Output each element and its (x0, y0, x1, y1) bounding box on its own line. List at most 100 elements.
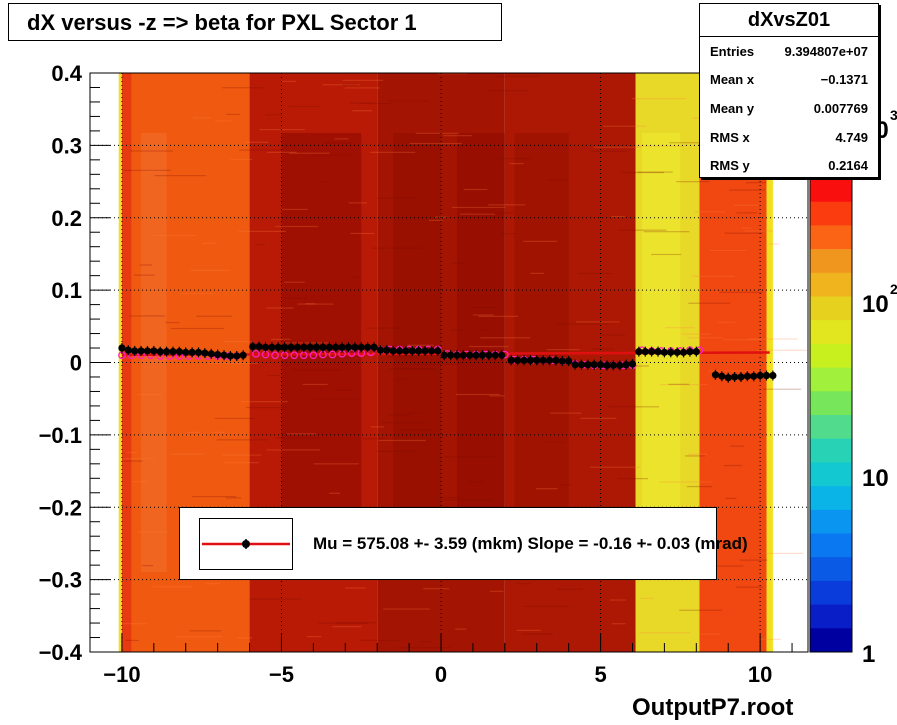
heatmap-streak (723, 339, 763, 341)
heatmap-streak (748, 338, 798, 340)
heatmap-streak (718, 321, 736, 323)
heatmap-streak (709, 249, 747, 252)
heatmap-streak (334, 138, 349, 140)
data-point-black (137, 347, 145, 355)
data-point-magenta (366, 348, 375, 357)
heatmap-streak (240, 401, 288, 403)
heatmap-streak (366, 327, 400, 329)
heatmap-streak (449, 329, 464, 331)
heatmap-streak (557, 588, 583, 590)
heatmap-streak (593, 146, 642, 148)
heatmap-streak (455, 628, 467, 630)
data-point-black (635, 348, 643, 356)
data-point-black (268, 343, 276, 351)
heatmap-streak (608, 406, 660, 408)
chart-title: dX versus -z => beta for PXL Sector 1 (8, 3, 502, 41)
heatmap-streak (723, 464, 742, 467)
data-point-black (421, 347, 429, 355)
palette-cell (810, 320, 852, 345)
data-point-black (351, 343, 359, 351)
data-point-black (325, 343, 333, 351)
palette-cell (810, 438, 852, 463)
heatmap-streak (171, 453, 204, 455)
data-point-black (370, 343, 378, 351)
stats-label: RMS x (710, 129, 750, 145)
data-point-magenta (328, 350, 337, 359)
data-point-black (201, 349, 209, 357)
heatmap-streak (686, 337, 723, 339)
heatmap-streak (152, 586, 192, 588)
heatmap-streak (744, 230, 774, 232)
heatmap-streak (306, 636, 322, 638)
heatmap-streak (496, 75, 541, 78)
heatmap-streak (305, 303, 316, 305)
heatmap-streak (349, 102, 375, 104)
heatmap-streak (440, 497, 461, 499)
data-point-black (731, 373, 739, 381)
heatmap-streak (244, 141, 269, 143)
heatmap-streak (313, 463, 359, 465)
heatmap-streak (152, 234, 196, 237)
heatmap-streak (133, 274, 155, 276)
data-point-black (389, 347, 397, 355)
x-tick-label: −5 (269, 662, 294, 687)
heatmap-streak (575, 321, 620, 323)
heatmap-streak (130, 150, 174, 152)
heatmap-streak (302, 383, 328, 386)
color-scale-labels: 110102103 (862, 107, 897, 668)
heatmap-streak (289, 152, 330, 154)
data-point-black (756, 371, 764, 380)
heatmap-streak (238, 230, 287, 233)
data-point-black (622, 361, 630, 369)
data-point-black (584, 361, 592, 369)
data-point-black (150, 347, 158, 355)
data-point-black (545, 356, 554, 364)
heatmap-streak (388, 100, 429, 102)
heatmap-streak (660, 383, 708, 386)
heatmap-streak (245, 406, 288, 409)
heatmap-streak (280, 80, 296, 82)
heatmap-streak (224, 462, 259, 464)
heatmap-streak (318, 622, 368, 624)
heatmap-streak (694, 211, 726, 213)
heatmap-streak (407, 344, 434, 346)
heatmap-streak (329, 492, 341, 494)
data-point-black (616, 361, 624, 369)
heatmap-streak (437, 73, 468, 75)
heatmap-streak (759, 638, 781, 640)
heatmap-streak (603, 125, 646, 127)
heatmap-streak (297, 303, 334, 305)
heatmap-streak (547, 179, 568, 181)
heatmap-streak (281, 208, 308, 211)
data-point-black (628, 360, 637, 368)
heatmap-streak (230, 158, 253, 161)
heatmap-streak (756, 349, 807, 351)
heatmap-streak (509, 162, 524, 165)
heatmap-streak (345, 587, 366, 589)
data-point-black (357, 343, 365, 351)
heatmap-streak (283, 297, 308, 299)
data-point-black (654, 348, 662, 356)
palette-cell (810, 343, 852, 369)
palette-cell (810, 604, 852, 629)
data-point-black (679, 348, 688, 356)
data-point-black (427, 347, 436, 355)
heatmap-streak (239, 149, 284, 151)
heatmap-streak (154, 175, 206, 177)
heatmap-streak (216, 439, 267, 441)
heatmap-streak (387, 356, 419, 358)
stats-value: 0.2164 (828, 158, 868, 174)
data-point-black (453, 351, 461, 359)
heatmap-streak (768, 243, 779, 245)
data-point-black (539, 356, 547, 364)
data-point-black (478, 351, 487, 359)
heatmap-streak (651, 253, 682, 256)
data-point-black (319, 343, 327, 351)
heatmap-streak (736, 586, 763, 588)
data-point-black (533, 356, 541, 364)
heatmap-streak (763, 388, 802, 390)
data-point-black (395, 347, 404, 355)
data-point-black (660, 348, 669, 356)
heatmap-streak (398, 647, 451, 649)
heatmap-streak (523, 240, 558, 242)
